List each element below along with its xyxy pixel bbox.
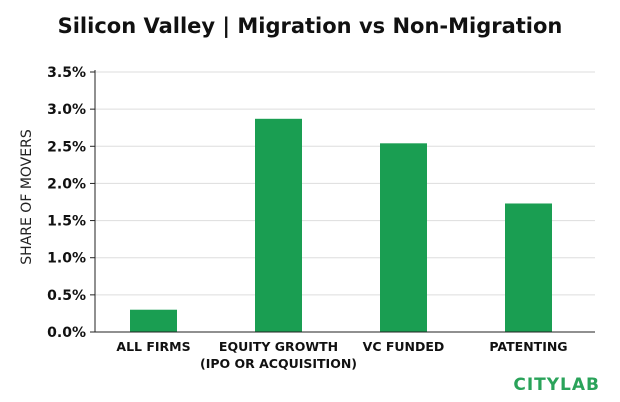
- citylab-logo: CITYLAB: [513, 375, 600, 395]
- chart-title: Silicon Valley | Migration vs Non-Migrat…: [58, 14, 563, 39]
- y-tick-label: 0.5%: [47, 288, 86, 304]
- y-tick-label: 1.0%: [47, 251, 86, 267]
- y-tick-label: 3.0%: [47, 102, 86, 118]
- x-tick-label: ALL FIRMS: [116, 339, 190, 354]
- y-axis-label: SHARE OF MOVERS: [19, 129, 35, 265]
- bar: [380, 143, 427, 332]
- x-tick-label: (IPO OR ACQUISITION): [200, 356, 357, 371]
- bar: [255, 118, 302, 332]
- axis-layer: [90, 70, 595, 333]
- y-tick-label: 2.0%: [47, 176, 86, 192]
- y-tick-label: 2.5%: [47, 139, 86, 155]
- x-tick-label: PATENTING: [489, 339, 567, 354]
- y-tick-label: 0.0%: [47, 325, 86, 341]
- y-tick-label: 3.5%: [47, 65, 86, 81]
- x-tick-label: EQUITY GROWTH: [219, 339, 338, 354]
- y-tick-label: 1.5%: [47, 214, 86, 230]
- bar: [505, 203, 552, 332]
- x-tick-labels: ALL FIRMS EQUITY GROWTH (IPO OR ACQUISITIO…: [116, 339, 567, 371]
- bars-layer: [130, 118, 552, 332]
- x-tick-label: VC FUNDED: [363, 339, 445, 354]
- grid-layer: [95, 71, 595, 296]
- bar: [130, 309, 177, 332]
- y-tick-labels: 0.0% 0.5% 1.0% 1.5% 2.0% 2.5% 3.0% 3.5%: [47, 65, 86, 341]
